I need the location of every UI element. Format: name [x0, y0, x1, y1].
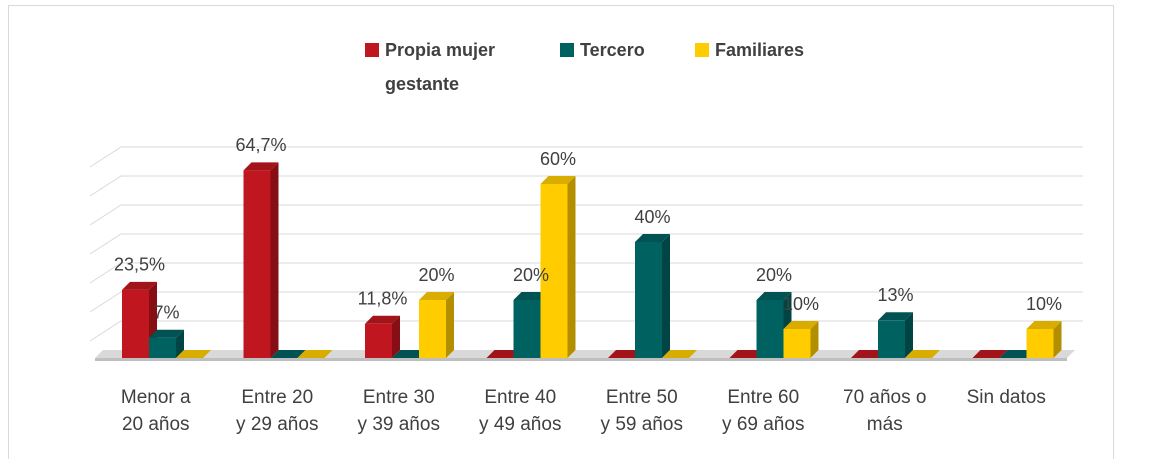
legend-swatch: [695, 43, 709, 57]
bar-top: [297, 350, 333, 358]
bar-top: [608, 350, 643, 358]
data-label: 10%: [1026, 294, 1062, 314]
bar-top: [999, 350, 1035, 358]
x-tick-label: Entre 20 y 29 años: [236, 387, 318, 435]
bar-top: [149, 329, 184, 338]
bar-top: [122, 281, 157, 290]
legend-swatch: [560, 43, 574, 57]
bar: [540, 184, 568, 358]
bar: [878, 320, 905, 358]
legend-label: Propia mujer gestante: [385, 40, 495, 94]
x-tick-label: Entre 40 y 49 años: [479, 387, 561, 435]
data-label: 7%: [153, 302, 179, 322]
bar-top: [486, 350, 522, 358]
data-label: 23,5%: [114, 255, 165, 275]
x-tick-label: Menor a 20 años: [121, 387, 191, 435]
bar-top: [513, 292, 549, 300]
bar-side: [176, 329, 184, 358]
grid-line: [89, 320, 1083, 342]
bar: [243, 170, 271, 358]
bar-side: [567, 176, 576, 358]
bar-side: [270, 162, 279, 358]
bar-top: [419, 292, 454, 300]
bar-top: [878, 312, 913, 321]
grid-line: [89, 262, 1083, 284]
bar-top: [176, 350, 211, 358]
x-tick-label: 70 años o más: [843, 387, 926, 435]
bar: [783, 329, 811, 358]
bar-side: [392, 315, 400, 358]
grid-line: [89, 146, 1083, 168]
data-label: 64,7%: [235, 135, 286, 155]
bar: [635, 242, 662, 358]
bar-side: [446, 292, 454, 358]
grid-line: [89, 204, 1083, 226]
bar-top: [392, 350, 427, 358]
bar-top: [243, 162, 279, 171]
bar-side: [810, 321, 819, 358]
legend-label: Familiares: [715, 40, 804, 60]
bar-top: [540, 176, 576, 184]
bar-top: [783, 321, 819, 329]
bar-top: [851, 350, 886, 358]
bar: [1026, 329, 1054, 358]
bar: [513, 300, 541, 358]
grid-line: [89, 233, 1083, 255]
bar-side: [1053, 321, 1062, 358]
bar-top: [756, 292, 792, 300]
data-label: 10%: [783, 294, 819, 314]
bar-top: [365, 315, 400, 324]
grid-line: [89, 175, 1083, 197]
data-label: 13%: [877, 285, 913, 305]
bar-top: [662, 350, 697, 358]
bar: [365, 323, 392, 358]
bar-side: [905, 312, 913, 358]
bar: [756, 300, 784, 358]
bar-top: [270, 350, 306, 358]
data-label: 20%: [418, 265, 454, 285]
x-tick-label: Entre 60 y 69 años: [722, 387, 804, 435]
bar-top: [635, 234, 670, 242]
bar-top: [905, 350, 940, 358]
data-label: 40%: [634, 207, 670, 227]
data-label: 20%: [756, 265, 792, 285]
legend-swatch: [365, 43, 379, 57]
x-tick-label: Entre 50 y 59 años: [601, 387, 683, 435]
bar: [122, 289, 149, 358]
bar-top: [1026, 321, 1062, 329]
bar: [419, 300, 446, 358]
grid-line: [89, 291, 1083, 313]
bar-top: [972, 350, 1008, 358]
x-tick-label: Entre 30 y 39 años: [358, 387, 440, 435]
data-label: 60%: [540, 149, 576, 169]
floor-edge: [95, 358, 1067, 361]
bar: [149, 337, 176, 358]
legend-label: Tercero: [580, 40, 645, 60]
data-label: 11,8%: [358, 289, 408, 309]
bar-side: [662, 234, 670, 358]
data-label: 20%: [513, 265, 549, 285]
chart-border: [8, 5, 1114, 459]
bar-top: [729, 350, 765, 358]
x-tick-label: Sin datos: [967, 387, 1046, 408]
floor: [95, 350, 1075, 358]
